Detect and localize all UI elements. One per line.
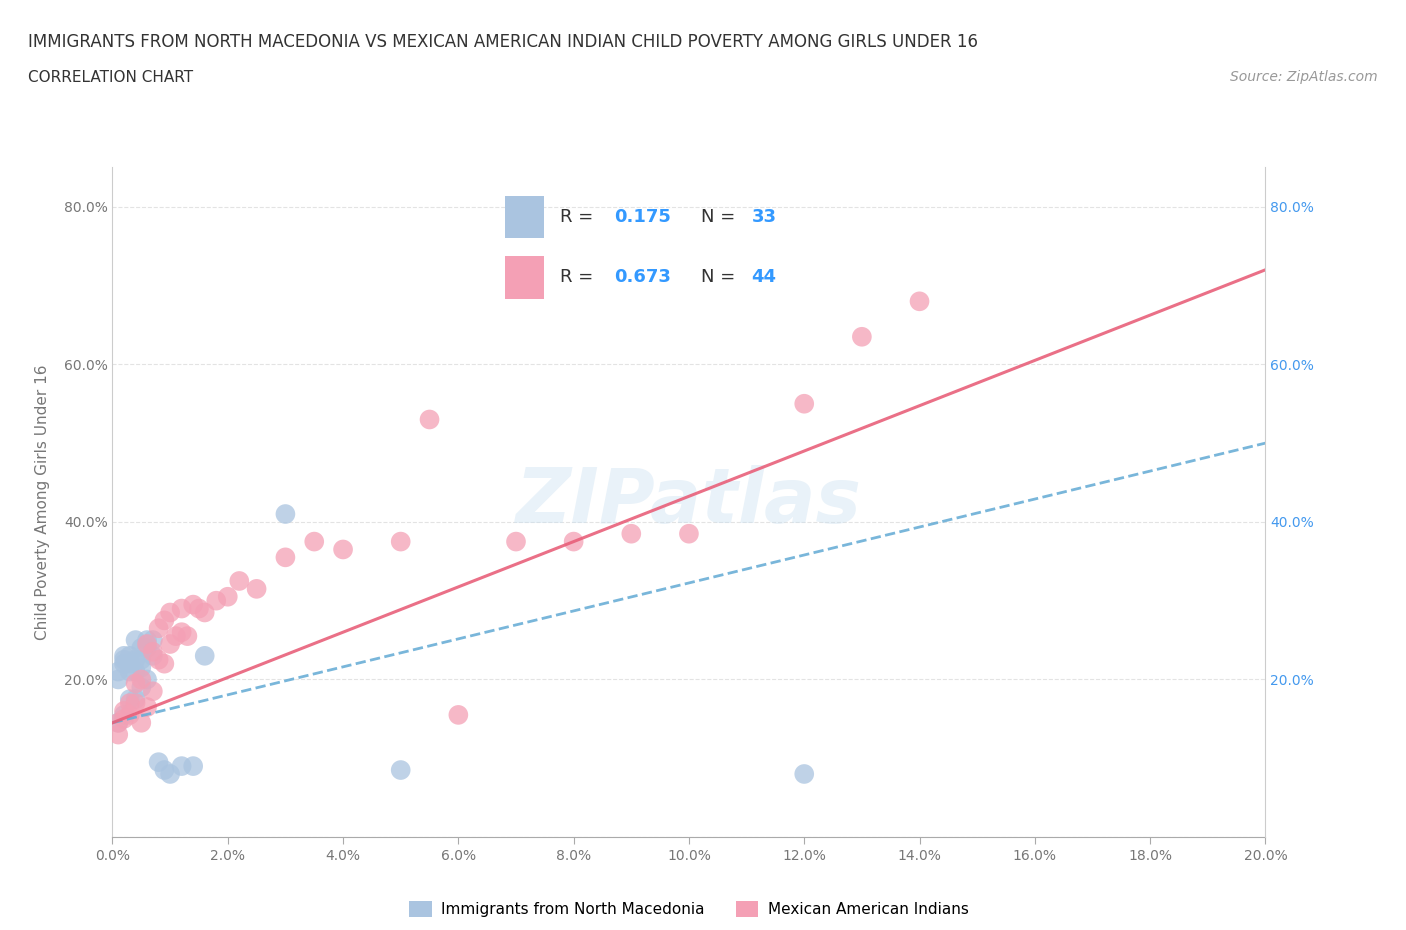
Point — [142, 644, 165, 659]
Point — [118, 664, 141, 679]
Text: N =: N = — [700, 208, 741, 226]
Point — [419, 412, 441, 427]
Legend: Immigrants from North Macedonia, Mexican American Indians: Immigrants from North Macedonia, Mexican… — [404, 895, 974, 923]
Point — [332, 542, 354, 557]
Point — [107, 727, 129, 742]
Point — [112, 652, 135, 667]
Point — [107, 664, 129, 679]
Point — [148, 755, 170, 770]
Point — [148, 621, 170, 636]
Point — [129, 641, 153, 656]
Point — [124, 676, 146, 691]
Point — [170, 601, 193, 616]
Point — [188, 601, 211, 616]
Point — [389, 534, 412, 549]
Point — [389, 763, 412, 777]
Point — [159, 766, 181, 781]
Point — [148, 652, 170, 667]
Point — [274, 507, 297, 522]
Point — [620, 526, 643, 541]
Point — [112, 657, 135, 671]
Point — [176, 629, 198, 644]
Point — [793, 766, 815, 781]
Point — [136, 636, 159, 651]
Y-axis label: Child Poverty Among Girls Under 16: Child Poverty Among Girls Under 16 — [35, 365, 49, 640]
Point — [505, 534, 527, 549]
Point — [129, 672, 153, 687]
Point — [181, 597, 204, 612]
Point — [153, 763, 176, 777]
Point — [107, 672, 129, 687]
Point — [112, 711, 135, 726]
Text: R =: R = — [560, 208, 599, 226]
Point — [194, 605, 217, 620]
FancyBboxPatch shape — [505, 195, 544, 238]
Point — [245, 581, 267, 596]
Point — [908, 294, 931, 309]
Point — [142, 684, 165, 698]
Point — [107, 715, 129, 730]
Point — [124, 664, 146, 679]
FancyBboxPatch shape — [505, 256, 544, 299]
Point — [304, 534, 326, 549]
Text: R =: R = — [560, 268, 599, 286]
Point — [112, 708, 135, 723]
Point — [228, 574, 250, 589]
Text: CORRELATION CHART: CORRELATION CHART — [28, 70, 193, 85]
Point — [205, 593, 228, 608]
Point — [165, 629, 187, 644]
Point — [851, 329, 873, 344]
Point — [793, 396, 815, 411]
Text: 33: 33 — [752, 208, 776, 226]
Point — [153, 613, 176, 628]
Point — [136, 641, 159, 656]
Text: 0.673: 0.673 — [614, 268, 671, 286]
Point — [194, 648, 217, 663]
Point — [107, 715, 129, 730]
Point — [136, 672, 159, 687]
Point — [217, 590, 239, 604]
Point — [562, 534, 585, 549]
Text: Source: ZipAtlas.com: Source: ZipAtlas.com — [1230, 70, 1378, 84]
Point — [112, 648, 135, 663]
Point — [142, 632, 165, 647]
Point — [129, 680, 153, 695]
Point — [129, 660, 153, 675]
Point — [447, 708, 470, 723]
Point — [159, 636, 181, 651]
Point — [136, 699, 159, 714]
Point — [142, 648, 165, 663]
Point — [118, 696, 141, 711]
Point — [112, 703, 135, 718]
Point — [129, 652, 153, 667]
Point — [159, 605, 181, 620]
Text: 0.175: 0.175 — [614, 208, 671, 226]
Text: N =: N = — [700, 268, 741, 286]
Point — [124, 696, 146, 711]
Point — [153, 657, 176, 671]
Point — [136, 632, 159, 647]
Point — [170, 759, 193, 774]
Text: 44: 44 — [752, 268, 776, 286]
Point — [118, 657, 141, 671]
Point — [181, 759, 204, 774]
Point — [274, 550, 297, 565]
Point — [118, 648, 141, 663]
Text: IMMIGRANTS FROM NORTH MACEDONIA VS MEXICAN AMERICAN INDIAN CHILD POVERTY AMONG G: IMMIGRANTS FROM NORTH MACEDONIA VS MEXIC… — [28, 33, 979, 50]
Point — [124, 632, 146, 647]
Point — [118, 708, 141, 723]
Point — [170, 625, 193, 640]
Point — [129, 715, 153, 730]
Point — [124, 692, 146, 707]
Point — [124, 652, 146, 667]
Point — [678, 526, 700, 541]
Point — [118, 692, 141, 707]
Text: ZIPatlas: ZIPatlas — [516, 465, 862, 539]
